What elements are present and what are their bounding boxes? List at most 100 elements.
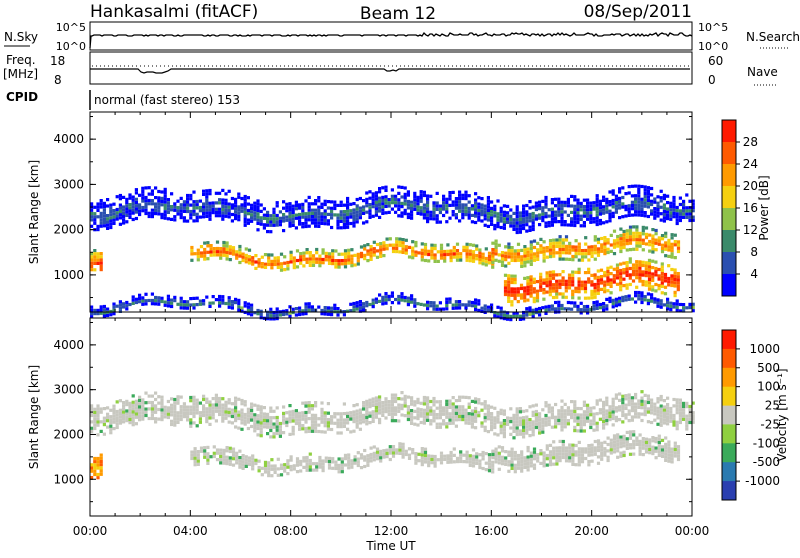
heatmap-cell bbox=[150, 413, 154, 417]
heatmap-cell bbox=[270, 259, 274, 263]
heatmap-cell bbox=[327, 466, 332, 470]
heatmap-cell bbox=[221, 198, 225, 202]
heatmap-cell bbox=[198, 215, 202, 219]
heatmap-cell bbox=[525, 409, 529, 413]
heatmap-cell bbox=[154, 186, 158, 190]
heatmap-cell bbox=[651, 439, 655, 443]
heatmap-cell bbox=[190, 450, 194, 454]
heatmap-cell bbox=[576, 308, 580, 312]
heatmap-cell bbox=[558, 273, 562, 277]
heatmap-cell bbox=[497, 454, 501, 459]
heatmap-cell bbox=[470, 409, 474, 413]
heatmap-cell bbox=[664, 452, 668, 456]
heatmap-cell bbox=[631, 266, 636, 270]
heatmap-cell bbox=[640, 207, 644, 211]
heatmap-cell bbox=[196, 459, 200, 463]
heatmap-cell bbox=[590, 450, 594, 454]
heatmap-cell bbox=[477, 212, 481, 216]
heatmap-cell bbox=[554, 402, 558, 407]
heatmap-cell bbox=[528, 212, 532, 216]
heatmap-cell bbox=[496, 312, 500, 316]
heatmap-cell bbox=[448, 421, 452, 425]
heatmap-cell bbox=[410, 412, 414, 416]
heatmap-cell bbox=[651, 436, 655, 440]
heatmap-cell bbox=[96, 410, 100, 414]
heatmap-cell bbox=[621, 394, 625, 398]
y-tick-label: 1000 bbox=[53, 268, 84, 282]
heatmap-cell bbox=[589, 220, 593, 224]
heatmap-cell bbox=[544, 413, 548, 418]
heatmap-cell bbox=[616, 433, 620, 437]
heatmap-cell bbox=[115, 416, 119, 420]
heatmap-cell bbox=[374, 191, 378, 195]
heatmap-cell bbox=[474, 413, 478, 417]
heatmap-cell bbox=[339, 213, 343, 217]
heatmap-cell bbox=[381, 186, 385, 190]
heatmap-cell bbox=[414, 240, 418, 245]
heatmap-cell bbox=[410, 210, 414, 214]
heatmap-cell bbox=[522, 204, 526, 208]
heatmap-cell bbox=[666, 422, 670, 426]
heatmap-cell bbox=[347, 459, 351, 463]
heatmap-cell bbox=[618, 392, 622, 396]
heatmap-cell bbox=[320, 417, 324, 421]
heatmap-cell bbox=[675, 423, 679, 428]
heatmap-cell bbox=[254, 254, 258, 258]
heatmap-cell bbox=[340, 463, 344, 467]
heatmap-cell bbox=[224, 211, 228, 215]
heatmap-cell bbox=[400, 211, 404, 215]
heatmap-cell bbox=[496, 433, 500, 437]
heatmap-cell bbox=[131, 301, 135, 305]
heatmap-cell bbox=[246, 208, 250, 213]
heatmap-cell bbox=[401, 238, 405, 242]
heatmap-cell bbox=[454, 306, 458, 310]
cpid-text: normal (fast stereo) 153 bbox=[94, 93, 240, 107]
heatmap-cell bbox=[315, 247, 319, 252]
heatmap-cell bbox=[522, 422, 526, 426]
heatmap-cell bbox=[435, 217, 439, 221]
heatmap-cell bbox=[222, 458, 226, 462]
heatmap-cell bbox=[547, 410, 551, 414]
heatmap-cell bbox=[432, 210, 436, 215]
heatmap-cell bbox=[611, 404, 615, 408]
heatmap-cell bbox=[625, 270, 629, 274]
heatmap-cell bbox=[486, 410, 490, 414]
heatmap-cell bbox=[442, 307, 446, 311]
heatmap-cell bbox=[580, 280, 584, 284]
heatmap-cell bbox=[426, 415, 430, 419]
heatmap-cell bbox=[195, 401, 199, 405]
heatmap-cell bbox=[179, 296, 183, 300]
heatmap-cell bbox=[240, 408, 244, 412]
heatmap-cell bbox=[182, 206, 186, 210]
heatmap-cell bbox=[411, 448, 415, 452]
heatmap-cell bbox=[564, 248, 569, 252]
heatmap-cell bbox=[211, 406, 215, 410]
heatmap-cell bbox=[673, 451, 677, 455]
heatmap-cell bbox=[195, 405, 199, 409]
heatmap-cell bbox=[478, 248, 482, 252]
heatmap-cell bbox=[390, 403, 394, 407]
heatmap-cell bbox=[662, 203, 666, 207]
heatmap-cell bbox=[638, 276, 642, 280]
heatmap-cell bbox=[323, 215, 327, 219]
heatmap-cell bbox=[510, 300, 514, 304]
heatmap-cell bbox=[596, 461, 601, 465]
heatmap-cell bbox=[288, 202, 292, 206]
heatmap-cell bbox=[307, 404, 311, 408]
heatmap-cell bbox=[580, 249, 585, 253]
heatmap-cell bbox=[301, 417, 305, 421]
heatmap-cell bbox=[237, 192, 241, 196]
heatmap-cell bbox=[125, 304, 129, 308]
heatmap-cell bbox=[628, 241, 633, 245]
heatmap-cell bbox=[131, 394, 135, 398]
heatmap-cell bbox=[310, 308, 314, 312]
heatmap-cell bbox=[314, 215, 318, 219]
heatmap-cell bbox=[666, 217, 670, 221]
heatmap-cell bbox=[486, 404, 490, 408]
heatmap-cell bbox=[574, 270, 578, 274]
heatmap-cell bbox=[413, 201, 417, 205]
heatmap-cell bbox=[523, 257, 527, 261]
heatmap-cell bbox=[635, 272, 639, 277]
heatmap-cell bbox=[112, 218, 116, 222]
heatmap-cell bbox=[96, 472, 100, 477]
